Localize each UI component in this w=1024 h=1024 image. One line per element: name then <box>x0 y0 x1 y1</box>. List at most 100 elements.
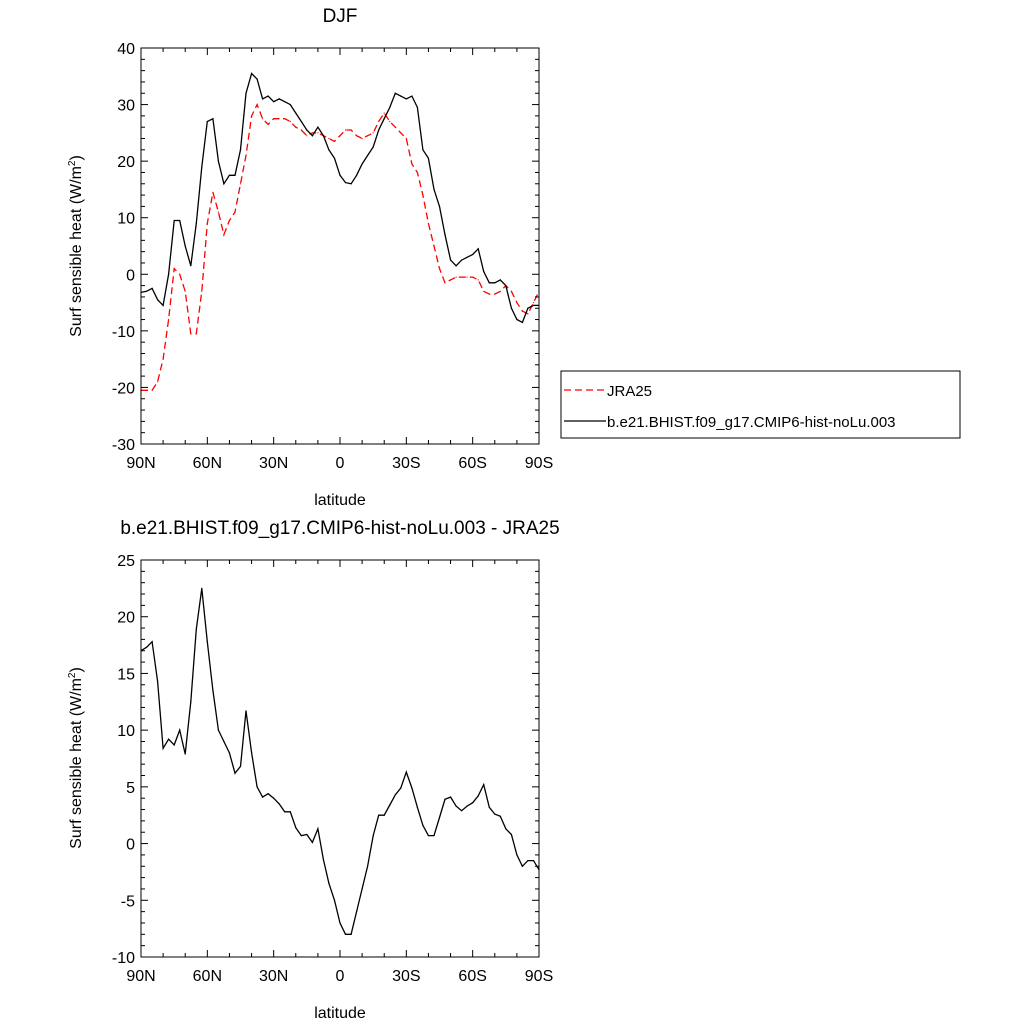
data-point <box>190 701 192 703</box>
data-point <box>510 290 512 292</box>
y-tick-label: 0 <box>126 837 135 854</box>
data-point <box>223 234 225 236</box>
data-point <box>195 628 197 630</box>
data-point <box>306 129 308 131</box>
x-tick-label: 60N <box>193 455 222 472</box>
data-point <box>256 104 258 106</box>
series-line-model <box>140 72 539 324</box>
data-point <box>339 174 341 176</box>
y-tick-label: -5 <box>121 893 135 910</box>
data-point <box>532 302 535 304</box>
y-tick-label: 15 <box>117 666 135 683</box>
data-point <box>527 307 529 309</box>
data-point <box>427 157 429 159</box>
top-panel: DJF 90N 60N 30N 0 30S 60S 90S 40 30 20 10 0 -10 -20 -3… <box>67 6 961 509</box>
data-point <box>284 811 286 813</box>
data-point <box>306 833 308 836</box>
data-point <box>195 222 197 224</box>
data-point <box>278 98 280 100</box>
x-tick-label: 0 <box>336 455 345 472</box>
data-point <box>416 106 418 108</box>
data-point <box>378 120 380 123</box>
data-point <box>228 752 230 754</box>
data-point <box>284 118 286 120</box>
data-point <box>505 285 507 287</box>
data-point <box>356 174 358 176</box>
data-point <box>350 933 352 935</box>
data-point <box>278 803 280 805</box>
data-point <box>367 135 369 137</box>
data-point <box>455 265 457 267</box>
data-point <box>411 163 413 165</box>
data-point <box>311 132 313 134</box>
data-point <box>516 854 518 856</box>
data-point <box>494 282 496 284</box>
data-point <box>400 95 402 97</box>
data-point <box>466 276 468 278</box>
data-point <box>488 282 490 284</box>
data-point <box>184 753 186 755</box>
data-point <box>284 101 286 103</box>
data-point <box>361 888 363 890</box>
data-point <box>322 858 324 861</box>
data-point <box>223 740 225 743</box>
data-point <box>527 860 529 862</box>
data-point <box>344 933 347 935</box>
data-point <box>162 747 164 749</box>
x-tick-label: 90N <box>126 455 155 472</box>
data-point <box>157 680 159 683</box>
data-point <box>483 784 485 786</box>
data-point <box>483 270 485 273</box>
data-point <box>228 219 230 222</box>
data-point <box>262 98 264 100</box>
data-point <box>405 771 407 773</box>
data-point <box>317 828 319 830</box>
data-point <box>245 710 247 712</box>
data-point <box>179 219 181 222</box>
data-point <box>300 129 302 131</box>
y-tick-label: -20 <box>112 380 135 397</box>
data-point <box>217 211 219 213</box>
bottom-plot-frame <box>140 559 540 958</box>
data-point <box>389 804 391 806</box>
data-point <box>516 302 518 304</box>
data-point <box>151 287 153 289</box>
data-point <box>273 118 275 120</box>
data-point <box>494 813 496 815</box>
data-point <box>433 188 435 190</box>
data-point <box>184 290 186 292</box>
data-point <box>416 806 418 808</box>
data-point <box>239 183 242 185</box>
data-point <box>217 160 219 162</box>
data-point <box>450 279 452 281</box>
data-point <box>499 290 501 292</box>
data-point <box>201 166 203 168</box>
data-point <box>532 860 535 862</box>
bottom-panel: b.e21.BHIST.f09_g17.CMIP6-hist-noLu.003 … <box>67 518 560 1022</box>
x-tick-label: 90N <box>126 968 155 985</box>
data-point <box>516 318 518 321</box>
data-point <box>438 816 441 819</box>
data-point <box>499 279 501 281</box>
data-point <box>201 587 203 590</box>
data-point <box>450 796 452 798</box>
x-tick-label: 90S <box>525 968 553 985</box>
data-point <box>433 835 435 837</box>
x-tick-label: 30N <box>259 455 288 472</box>
data-point <box>461 810 463 812</box>
data-point <box>239 765 242 768</box>
data-point <box>333 157 336 159</box>
data-point <box>190 333 192 335</box>
top-axis-ticks: 90N 60N 30N 0 30S 60S 90S 40 30 20 10 0 -10 -20 -30 <box>112 41 553 472</box>
data-point <box>212 191 214 193</box>
data-point <box>273 797 275 799</box>
data-point <box>234 211 236 213</box>
data-point <box>234 174 236 176</box>
data-point <box>162 358 164 360</box>
bottom-x-axis-label: latitude <box>314 1005 366 1022</box>
legend-label-jra25: JRA25 <box>607 383 652 400</box>
y-tick-label: 5 <box>126 780 135 797</box>
data-point <box>344 129 347 131</box>
data-point <box>184 245 186 247</box>
data-point <box>328 149 330 151</box>
